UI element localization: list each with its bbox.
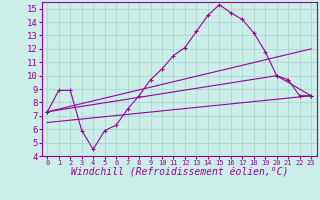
X-axis label: Windchill (Refroidissement éolien,°C): Windchill (Refroidissement éolien,°C) — [70, 168, 288, 178]
